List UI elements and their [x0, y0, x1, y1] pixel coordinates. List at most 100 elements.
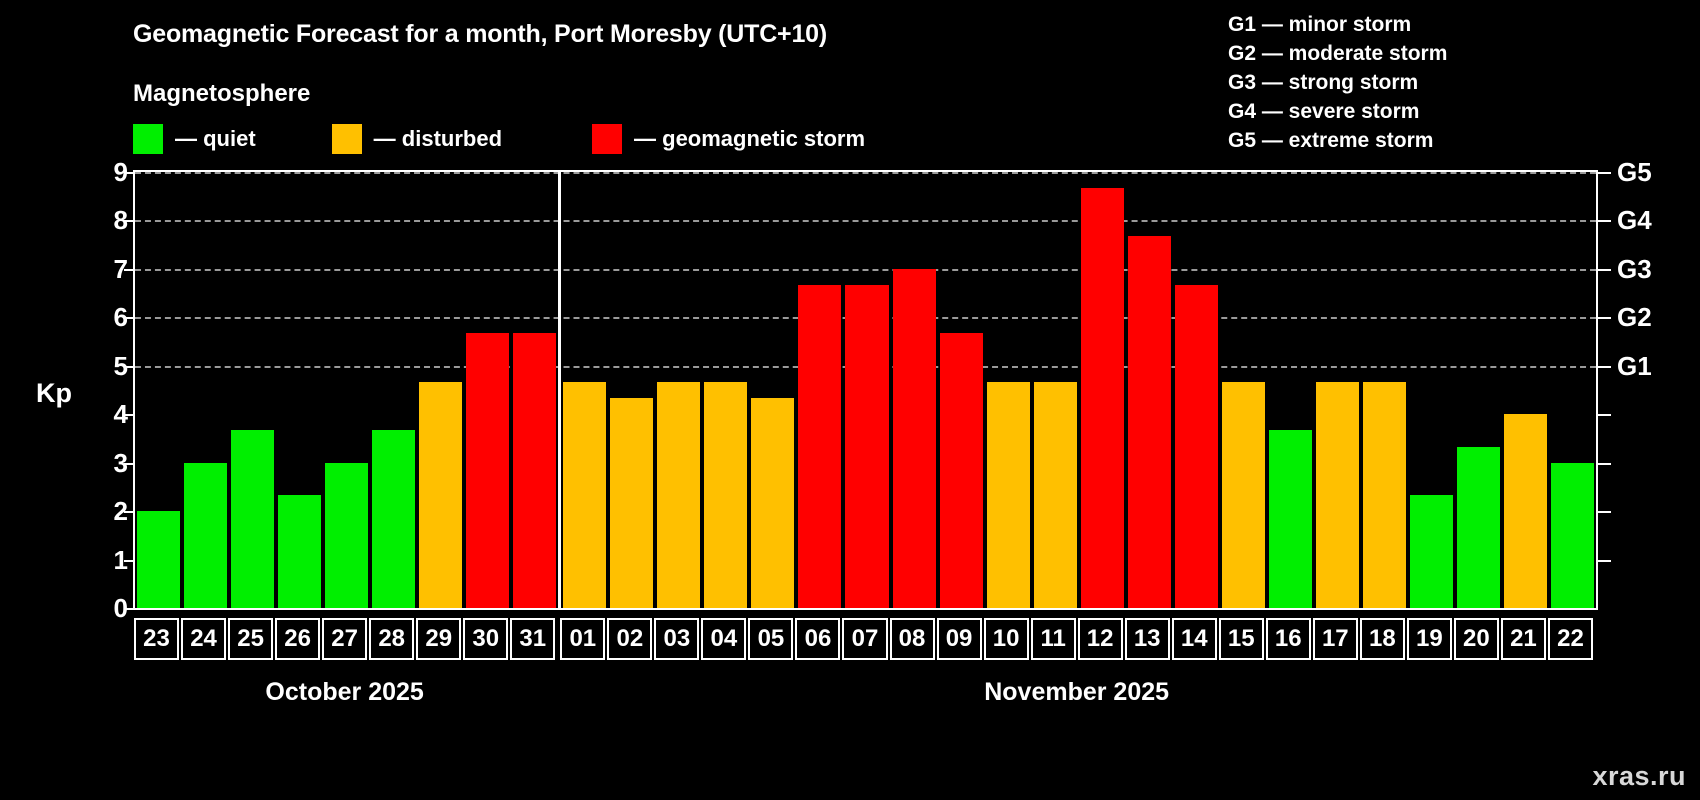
magnetosphere-heading: Magnetosphere [133, 80, 311, 107]
g-scale-line-g4: G4 — severe storm [1228, 100, 1420, 123]
day-label-04: 04 [701, 618, 747, 660]
day-label-02: 02 [607, 618, 653, 660]
legend: — quiet — disturbed — geomagnetic storm [133, 124, 865, 154]
day-label-03: 03 [654, 618, 700, 660]
day-label-23: 23 [134, 618, 180, 660]
bar-day-01 [563, 381, 607, 608]
y-tick-label-2: 2 [113, 496, 128, 527]
month-separator [558, 172, 562, 608]
gridline-kp-9 [135, 172, 1596, 174]
bar-day-13 [1127, 236, 1171, 608]
legend-label-quiet: — quiet [175, 126, 256, 151]
g-tick-mark-G4 [1598, 220, 1611, 223]
g-scale-line-g5: G5 — extreme storm [1228, 129, 1434, 152]
bar-day-23 [137, 511, 181, 608]
g-tick-mark-G1 [1598, 365, 1611, 368]
day-label-05: 05 [748, 618, 794, 660]
g-tick-label-G2: G2 [1617, 302, 1652, 333]
y-tick-label-7: 7 [113, 253, 128, 284]
right-minor-tick-kp-2 [1598, 511, 1611, 514]
day-label-24: 24 [181, 618, 227, 660]
bar-day-26 [278, 495, 322, 608]
g-tick-mark-G5 [1598, 172, 1611, 174]
day-label-07: 07 [842, 618, 888, 660]
y-tick-mark-0 [124, 608, 135, 610]
day-label-22: 22 [1547, 618, 1593, 660]
right-minor-tick-kp-4 [1598, 414, 1611, 417]
day-label-16: 16 [1265, 618, 1311, 660]
y-tick-mark-8 [124, 220, 135, 223]
bar-day-15 [1221, 381, 1265, 608]
g-scale-line-g2: G2 — moderate storm [1228, 42, 1448, 65]
bar-day-19 [1409, 495, 1453, 608]
y-tick-label-8: 8 [113, 205, 128, 236]
legend-swatch-storm [592, 124, 623, 154]
day-label-13: 13 [1124, 618, 1170, 660]
day-label-25: 25 [228, 618, 274, 660]
day-label-11: 11 [1030, 618, 1076, 660]
gridline-kp-8 [135, 220, 1596, 223]
day-label-15: 15 [1218, 618, 1264, 660]
bar-day-02 [610, 398, 654, 608]
day-label-21: 21 [1500, 618, 1546, 660]
legend-item-quiet: — quiet [133, 124, 256, 154]
y-tick-label-9: 9 [113, 157, 128, 187]
watermark: xras.ru [1592, 761, 1686, 791]
y-tick-mark-1 [124, 559, 135, 562]
day-label-01: 01 [560, 618, 606, 660]
g-tick-label-G3: G3 [1617, 253, 1652, 284]
y-tick-label-3: 3 [113, 447, 128, 478]
plot-area [133, 170, 1598, 610]
bar-day-25 [231, 430, 275, 608]
month-caption-october: October 2025 [265, 678, 424, 706]
day-label-20: 20 [1453, 618, 1499, 660]
day-label-06: 06 [795, 618, 841, 660]
g-tick-mark-G3 [1598, 268, 1611, 271]
day-label-17: 17 [1312, 618, 1358, 660]
y-tick-label-4: 4 [113, 399, 128, 430]
legend-item-disturbed: — disturbed [331, 124, 503, 154]
bar-day-06 [798, 284, 842, 608]
y-tick-label-0: 0 [113, 593, 128, 623]
bar-day-22 [1550, 462, 1594, 608]
right-minor-tick-kp-3 [1598, 462, 1611, 465]
bar-day-30 [466, 333, 510, 608]
legend-label-disturbed: — disturbed [373, 126, 503, 151]
day-label-27: 27 [322, 618, 368, 660]
bar-day-12 [1080, 188, 1124, 608]
bar-day-17 [1315, 381, 1359, 608]
y-tick-mark-7 [124, 268, 135, 271]
bar-series [135, 172, 1596, 608]
y-tick-mark-9 [124, 172, 135, 174]
bar-day-14 [1174, 284, 1218, 608]
bar-day-27 [325, 462, 369, 608]
day-label-12: 12 [1077, 618, 1123, 660]
bar-day-04 [704, 381, 748, 608]
bar-day-31 [513, 333, 557, 608]
legend-label-storm: — geomagnetic storm [634, 126, 866, 151]
y-axis-title: Kp [36, 378, 72, 408]
y-tick-label-6: 6 [113, 302, 128, 333]
month-caption-november: November 2025 [984, 678, 1170, 706]
bar-day-11 [1033, 381, 1077, 608]
day-label-08: 08 [889, 618, 935, 660]
bar-day-07 [845, 284, 889, 608]
bar-day-10 [986, 381, 1030, 608]
bar-day-18 [1362, 381, 1406, 608]
bar-day-03 [657, 381, 701, 608]
bar-day-20 [1456, 446, 1500, 608]
g-scale-legend: G1 — minor storm G2 — moderate storm G3 … [1228, 10, 1447, 155]
day-label-18: 18 [1359, 618, 1405, 660]
y-tick-mark-5 [124, 365, 135, 368]
legend-swatch-quiet [133, 124, 163, 154]
legend-item-storm: — geomagnetic storm [592, 124, 865, 154]
bar-day-09 [939, 333, 983, 608]
bar-day-16 [1268, 430, 1312, 608]
y-tick-mark-2 [124, 511, 135, 514]
page-title: Geomagnetic Forecast for a month, Port M… [133, 20, 827, 48]
y-tick-label-5: 5 [113, 350, 128, 381]
bar-day-21 [1503, 414, 1547, 608]
day-label-26: 26 [275, 618, 321, 660]
day-label-strip: 23 24 25 26 27 28 29 30 31 01 02 03 04 05 06 07 08 09 10 11… [133, 618, 1598, 660]
